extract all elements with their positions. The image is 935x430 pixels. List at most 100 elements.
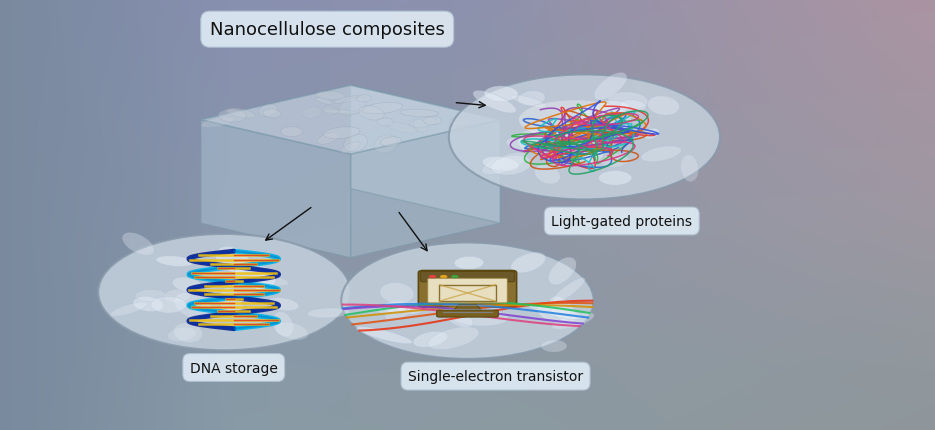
Ellipse shape xyxy=(263,110,281,119)
Ellipse shape xyxy=(574,101,629,120)
Ellipse shape xyxy=(247,276,289,286)
Ellipse shape xyxy=(308,308,350,318)
Polygon shape xyxy=(351,120,500,258)
Ellipse shape xyxy=(323,108,338,115)
Ellipse shape xyxy=(619,101,646,113)
FancyBboxPatch shape xyxy=(437,310,498,317)
FancyBboxPatch shape xyxy=(421,272,514,282)
Text: DNA storage: DNA storage xyxy=(190,361,278,375)
Ellipse shape xyxy=(216,247,251,274)
Ellipse shape xyxy=(641,147,682,162)
Ellipse shape xyxy=(324,110,356,115)
Ellipse shape xyxy=(482,157,519,172)
Ellipse shape xyxy=(359,107,384,121)
Ellipse shape xyxy=(377,119,394,126)
Ellipse shape xyxy=(339,98,366,116)
Ellipse shape xyxy=(452,309,508,326)
Ellipse shape xyxy=(541,340,567,352)
Polygon shape xyxy=(201,120,351,258)
Ellipse shape xyxy=(518,130,548,154)
Ellipse shape xyxy=(380,283,414,304)
Ellipse shape xyxy=(491,156,531,175)
Ellipse shape xyxy=(681,155,698,182)
Ellipse shape xyxy=(151,297,186,313)
Ellipse shape xyxy=(518,92,545,106)
Ellipse shape xyxy=(267,298,299,311)
Ellipse shape xyxy=(397,301,424,314)
Ellipse shape xyxy=(549,258,576,285)
Ellipse shape xyxy=(549,297,576,323)
Ellipse shape xyxy=(362,103,403,114)
Ellipse shape xyxy=(519,101,631,140)
Ellipse shape xyxy=(315,98,333,105)
Ellipse shape xyxy=(110,302,148,316)
Ellipse shape xyxy=(302,108,322,119)
Ellipse shape xyxy=(133,297,164,312)
Ellipse shape xyxy=(506,137,539,150)
Circle shape xyxy=(341,243,594,359)
Ellipse shape xyxy=(381,137,402,147)
Ellipse shape xyxy=(250,275,276,290)
Ellipse shape xyxy=(482,153,527,175)
Polygon shape xyxy=(451,305,484,314)
Ellipse shape xyxy=(385,303,414,321)
Text: Light-gated proteins: Light-gated proteins xyxy=(552,215,692,228)
Ellipse shape xyxy=(444,307,472,328)
Ellipse shape xyxy=(356,95,371,103)
Ellipse shape xyxy=(273,312,294,337)
Text: Nanocellulose composites: Nanocellulose composites xyxy=(209,21,445,39)
Circle shape xyxy=(440,275,448,279)
Ellipse shape xyxy=(537,302,570,322)
Ellipse shape xyxy=(334,97,360,104)
Ellipse shape xyxy=(317,133,338,145)
Ellipse shape xyxy=(172,277,202,292)
Ellipse shape xyxy=(535,165,560,184)
Circle shape xyxy=(449,75,720,200)
Ellipse shape xyxy=(413,120,427,133)
Ellipse shape xyxy=(259,105,278,117)
Ellipse shape xyxy=(410,118,438,128)
Ellipse shape xyxy=(226,109,255,119)
Ellipse shape xyxy=(174,293,213,320)
Ellipse shape xyxy=(164,290,191,303)
Polygon shape xyxy=(351,86,500,224)
Circle shape xyxy=(98,234,351,350)
Ellipse shape xyxy=(527,302,583,320)
Ellipse shape xyxy=(324,128,360,139)
Ellipse shape xyxy=(136,290,165,302)
Ellipse shape xyxy=(316,92,345,101)
Ellipse shape xyxy=(484,87,518,102)
Ellipse shape xyxy=(511,253,546,273)
Ellipse shape xyxy=(413,332,448,347)
Ellipse shape xyxy=(218,110,247,123)
Ellipse shape xyxy=(647,97,680,116)
Ellipse shape xyxy=(602,154,628,168)
Ellipse shape xyxy=(552,313,594,329)
Ellipse shape xyxy=(378,302,408,315)
Ellipse shape xyxy=(386,123,417,134)
Ellipse shape xyxy=(220,288,243,318)
Ellipse shape xyxy=(552,278,585,304)
Ellipse shape xyxy=(340,142,360,154)
Ellipse shape xyxy=(174,323,202,343)
Ellipse shape xyxy=(473,92,516,114)
Ellipse shape xyxy=(478,280,513,288)
Ellipse shape xyxy=(449,123,466,134)
Ellipse shape xyxy=(235,265,271,282)
Ellipse shape xyxy=(608,93,648,110)
Ellipse shape xyxy=(374,135,397,154)
Ellipse shape xyxy=(201,117,235,128)
Polygon shape xyxy=(201,86,500,155)
FancyBboxPatch shape xyxy=(428,279,507,303)
Ellipse shape xyxy=(280,127,303,137)
Ellipse shape xyxy=(424,117,441,126)
Ellipse shape xyxy=(598,171,632,186)
Text: Single-electron transistor: Single-electron transistor xyxy=(408,369,583,383)
Ellipse shape xyxy=(573,149,603,164)
Ellipse shape xyxy=(156,256,194,267)
FancyBboxPatch shape xyxy=(419,271,516,307)
Ellipse shape xyxy=(427,327,479,350)
Ellipse shape xyxy=(122,233,154,255)
FancyBboxPatch shape xyxy=(439,285,496,301)
Ellipse shape xyxy=(275,322,309,340)
